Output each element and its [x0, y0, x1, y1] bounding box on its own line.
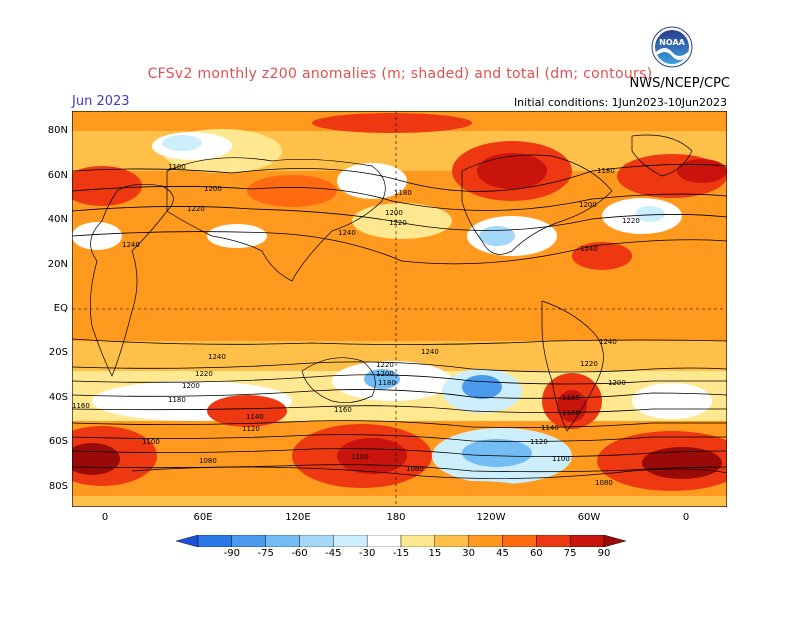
lon-label: 60W [577, 512, 601, 523]
lat-label: 60S [48, 436, 68, 447]
contour-label: 1240 [599, 338, 617, 346]
lon-label: 0 [682, 512, 690, 523]
contour-label: 1200 [376, 370, 394, 378]
contour-label: 1180 [168, 396, 186, 404]
contour-label: 1080 [595, 479, 613, 487]
color-bar-segment [569, 535, 605, 547]
contour-label: 1160 [334, 406, 352, 414]
contour-label: 1180 [562, 394, 580, 402]
lat-label: 60N [47, 170, 68, 181]
contour-label: 1180 [597, 167, 615, 175]
color-bar-label: -60 [291, 548, 308, 559]
color-bar-segment [299, 535, 334, 547]
color-bar-label: -90 [223, 548, 240, 559]
color-bar-label: -15 [392, 548, 410, 559]
lat-label: EQ [53, 303, 68, 314]
lon-label: 120E [285, 512, 311, 523]
color-bar-segment [366, 535, 402, 547]
svg-text:NOAA: NOAA [659, 38, 685, 47]
contour-label: 1200 [204, 185, 222, 193]
color-bar-segment [502, 535, 537, 547]
anomaly-map: 1180 1200 1220 1240 1180 1200 1220 1240 … [72, 111, 727, 507]
lat-label: 80N [47, 125, 68, 136]
lon-label: 120W [476, 512, 506, 523]
color-bar-segment [468, 535, 503, 547]
lon-label: 0 [101, 512, 109, 523]
lat-label: 80S [48, 481, 68, 492]
forecast-month: Jun 2023 [72, 94, 130, 109]
color-bar-label: 45 [496, 548, 509, 559]
contour-label: 1120 [242, 425, 260, 433]
contour-label: 1200 [182, 382, 200, 390]
contour-label: 1220 [580, 360, 598, 368]
color-bar-segment [536, 535, 571, 547]
color-bar-label: -30 [358, 548, 376, 559]
contour-label: 1180 [168, 163, 186, 171]
contour-label: 1140 [541, 424, 559, 432]
source-label: NWS/NCEP/CPC [629, 76, 730, 91]
initial-conditions: Initial conditions: 1Jun2023-10Jun2023 [513, 96, 727, 109]
contour-label: 1240 [580, 245, 598, 253]
color-bar-segment [265, 535, 300, 547]
contour-label: 1100 [142, 438, 160, 446]
noaa-logo: NOAA [651, 26, 693, 68]
contour-label: 1140 [246, 413, 264, 421]
contour-label: 1100 [552, 455, 570, 463]
color-bar-label: 60 [529, 548, 543, 559]
color-bar-segment [197, 535, 233, 547]
contour-label: 1240 [122, 241, 140, 249]
contour-label: 1160 [72, 402, 90, 410]
color-bar-label: 30 [462, 548, 476, 559]
contour-label: 1180 [394, 189, 412, 197]
contour-label: 1120 [530, 438, 548, 446]
color-bar [176, 535, 626, 547]
lat-label: 40S [48, 392, 68, 403]
contour-label: 1200 [608, 379, 626, 387]
color-bar-label: 90 [597, 548, 611, 559]
contour-label: 1200 [385, 209, 403, 217]
contour-label: 1220 [389, 219, 407, 227]
color-bar-segment [400, 535, 436, 547]
color-bar-segment [176, 535, 199, 547]
lat-label: 20S [48, 347, 68, 358]
contour-label: 1240 [421, 348, 439, 356]
chart-title: CFSv2 monthly z200 anomalies (m; shaded)… [147, 66, 653, 82]
lon-label: 180 [386, 512, 406, 523]
contour-label: 1180 [378, 379, 396, 387]
color-bar-label: -45 [325, 548, 342, 559]
contour-label: 1240 [208, 353, 226, 361]
contour-labels: 1180 1200 1220 1240 1180 1200 1220 1240 … [72, 163, 640, 487]
color-bar-segment [333, 535, 368, 547]
color-bar-label: 75 [563, 548, 577, 559]
contour-label: 1080 [199, 457, 217, 465]
color-bar-segment [231, 535, 266, 547]
lon-label: 60E [193, 512, 213, 523]
contour-label: 1220 [187, 205, 205, 213]
contour-label: 1220 [376, 361, 394, 369]
contour-label: 1200 [579, 201, 597, 209]
contour-label: 1100 [351, 453, 369, 461]
color-bar-segment [603, 535, 626, 547]
lat-label: 40N [47, 214, 68, 225]
contour-label: 1080 [406, 465, 424, 473]
contour-label: 1160 [562, 409, 580, 417]
color-bar-segment [434, 535, 469, 547]
contour-label: 1220 [622, 217, 640, 225]
contour-label: 1240 [338, 229, 356, 237]
contour-label: 1220 [195, 370, 213, 378]
color-bar-label: 15 [428, 548, 442, 559]
color-bar-label: -75 [257, 548, 274, 559]
lat-label: 20N [47, 259, 68, 270]
